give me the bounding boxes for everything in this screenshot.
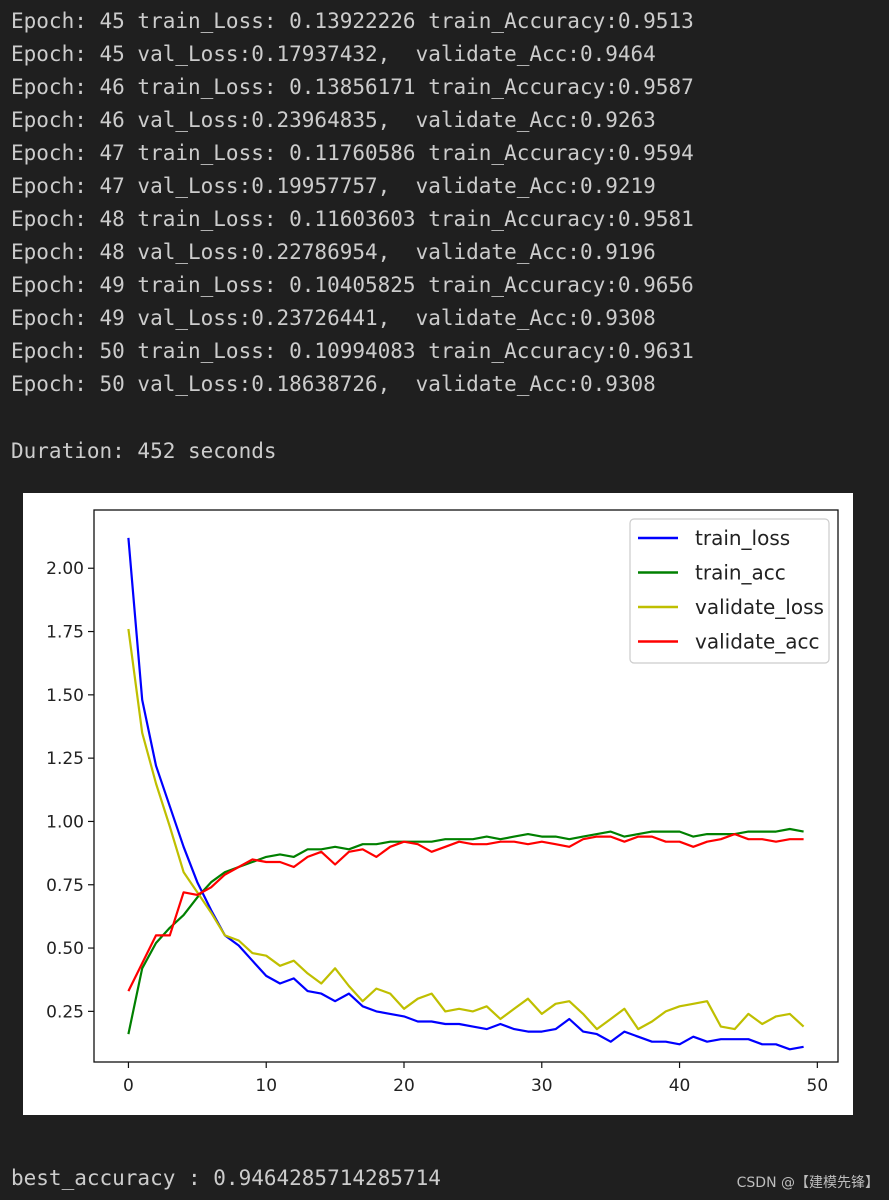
y-tick-label: 0.25 xyxy=(46,1002,84,1022)
y-tick-label: 0.50 xyxy=(46,939,84,959)
log-line: Epoch: 48 train_Loss: 0.11603603 train_A… xyxy=(11,207,694,231)
plot-frame xyxy=(93,509,839,1063)
log-line: Epoch: 45 train_Loss: 0.13922226 train_A… xyxy=(11,9,694,33)
log-line: Epoch: 45 val_Loss:0.17937432, validate_… xyxy=(11,42,656,66)
y-tick-label: 1.25 xyxy=(46,749,84,769)
log-line: Epoch: 49 val_Loss:0.23726441, validate_… xyxy=(11,306,656,330)
legend-label: train_loss xyxy=(695,526,790,550)
log-line: Epoch: 47 val_Loss:0.19957757, validate_… xyxy=(11,174,656,198)
log-line: Epoch: 50 val_Loss:0.18638726, validate_… xyxy=(11,372,656,396)
legend-label: validate_acc xyxy=(695,630,820,654)
legend: train_loss train_acc validate_loss validate… xyxy=(629,518,830,664)
log-line: Epoch: 50 train_Loss: 0.10994083 train_A… xyxy=(11,339,694,363)
y-tick-label: 1.00 xyxy=(46,812,84,832)
log-line: Epoch: 47 train_Loss: 0.11760586 train_A… xyxy=(11,141,694,165)
best-accuracy-text: best_accuracy : 0.9464285714285714 xyxy=(11,1166,441,1190)
log-line: Epoch: 49 train_Loss: 0.10405825 train_A… xyxy=(11,273,694,297)
x-tick-label: 40 xyxy=(669,1076,691,1096)
legend-box xyxy=(629,518,830,664)
y-tick-label: 1.75 xyxy=(46,623,84,643)
log-line: Epoch: 48 val_Loss:0.22786954, validate_… xyxy=(11,240,656,264)
x-tick-label: 0 xyxy=(123,1076,134,1096)
x-tick-label: 30 xyxy=(531,1076,553,1096)
training-log: Epoch: 45 train_Loss: 0.13922226 train_A… xyxy=(11,5,694,401)
legend-label: train_acc xyxy=(695,561,786,585)
x-tick-label: 50 xyxy=(807,1076,829,1096)
series-line-train_acc xyxy=(127,827,804,1035)
y-tick-label: 1.50 xyxy=(46,686,84,706)
x-tick-label: 10 xyxy=(255,1076,277,1096)
legend-label: validate_loss xyxy=(695,595,824,619)
y-tick-label: 2.00 xyxy=(46,559,84,579)
csdn-watermark: CSDN @【建模先锋】 xyxy=(736,1175,879,1191)
series-line-validate_loss xyxy=(127,628,805,1031)
log-line: Epoch: 46 train_Loss: 0.13856171 train_A… xyxy=(11,75,694,99)
line-chart: 0 10 20 30 40 50 0.25 0.50 0.75 1.00 1.25 1.50 1.75 2… xyxy=(46,509,839,1096)
x-tick-label: 20 xyxy=(393,1076,415,1096)
series-line-train_loss xyxy=(127,537,804,1051)
y-tick-label: 0.75 xyxy=(46,876,84,896)
duration-text: Duration: 452 seconds xyxy=(11,439,277,463)
log-line: Epoch: 46 val_Loss:0.23964835, validate_… xyxy=(11,108,656,132)
series-line-validate_acc xyxy=(127,833,804,992)
training-curves-plot: 0 10 20 30 40 50 0.25 0.50 0.75 1.00 1.25 1.50 1.75 2… xyxy=(23,493,853,1115)
